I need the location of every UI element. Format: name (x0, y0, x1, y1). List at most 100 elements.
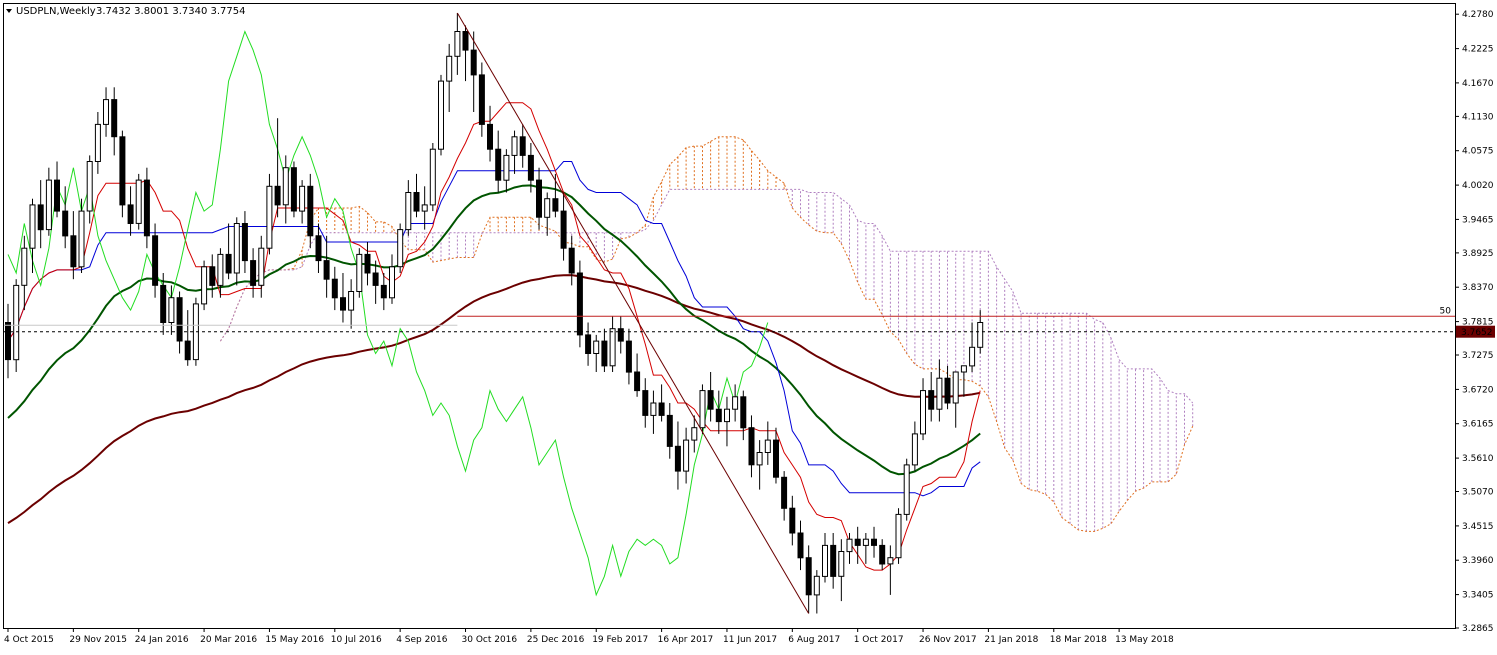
y-tick-label: 3.3405 (1462, 591, 1494, 601)
candle-body (560, 210, 567, 249)
candle-body (380, 284, 387, 299)
candle-body (307, 185, 314, 237)
candle-body (854, 538, 861, 546)
candle-body (315, 235, 322, 262)
candle-body (658, 402, 665, 416)
y-tick-label: 3.8370 (1462, 283, 1494, 293)
candle-body (822, 544, 828, 577)
candle-body (282, 167, 289, 206)
candle-body (732, 396, 739, 410)
y-tick-label: 4.0020 (1462, 181, 1494, 191)
candle-body (536, 179, 542, 218)
x-tick-label: 4 Sep 2016 (396, 635, 448, 645)
candle-body (290, 167, 297, 212)
candle-body (103, 99, 109, 125)
x-tick-label: 13 May 2018 (1115, 635, 1174, 645)
candle-body (152, 235, 159, 286)
candle-body (119, 136, 126, 206)
candle-body (830, 544, 837, 577)
candle-body (805, 557, 812, 596)
candle-body (421, 204, 428, 212)
candle-body (511, 136, 518, 156)
candle-body (62, 210, 69, 237)
candle-body (568, 247, 575, 274)
candle-body (111, 99, 118, 138)
candle-body (928, 390, 935, 410)
candle-body (642, 390, 649, 416)
x-tick-label: 30 Oct 2016 (462, 635, 518, 645)
y-tick-label: 4.2780 (1462, 10, 1494, 20)
x-axis: 4 Oct 2015 29 Nov 2015 24 Jan 2016 20 Mar 2… (4, 628, 1174, 645)
x-tick-label: 19 Feb 2017 (592, 635, 648, 645)
candle-body (495, 148, 502, 181)
candle-body (143, 179, 150, 237)
trendline (456, 12, 810, 614)
candle-body (838, 551, 845, 577)
candle-body (478, 74, 485, 125)
candle-body (952, 371, 959, 404)
x-tick-label: 10 Jul 2016 (331, 635, 382, 645)
y-axis: 4.2780 4.2225 4.1670 4.1130 4.0575 4.0020 3.94… (1455, 10, 1495, 634)
candle-body (217, 253, 224, 286)
candle-body (209, 266, 216, 286)
candle-body (527, 154, 534, 181)
y-tick-label: 3.5610 (1462, 454, 1494, 464)
candle-body (78, 210, 85, 268)
x-tick-label: 16 Apr 2017 (658, 635, 714, 645)
candle-body (372, 272, 379, 286)
current-price-tag (1456, 325, 1495, 338)
x-tick-label: 4 Oct 2015 (4, 635, 54, 645)
candle-body (413, 192, 420, 212)
candle-body (707, 390, 714, 410)
candle-body (470, 49, 477, 76)
y-tick-label: 3.6165 (1462, 420, 1494, 430)
candle-body (969, 346, 976, 367)
tenkan-line (7, 102, 981, 571)
candle-body (45, 179, 52, 231)
candle-body (699, 390, 706, 429)
candle-body (454, 31, 461, 57)
candle-body (920, 390, 926, 435)
y-tick-label: 3.6720 (1462, 385, 1494, 395)
chart-header: USDPLN,Weekly 3.7432 3.8001 3.7340 3.775… (6, 6, 246, 17)
y-tick-label: 4.2225 (1462, 45, 1494, 55)
y-tick-label: 4.1130 (1462, 112, 1494, 122)
candle-body (364, 253, 371, 274)
candle-body (862, 538, 869, 546)
candle-body (258, 247, 265, 286)
y-tick-label: 3.7275 (1462, 351, 1494, 361)
candle-body (168, 297, 175, 324)
candle-body (724, 408, 730, 423)
x-tick-label: 6 Aug 2017 (788, 635, 840, 645)
candle-body (715, 408, 722, 423)
candle-body (462, 31, 469, 51)
x-tick-label: 15 May 2016 (265, 635, 324, 645)
candle-body (356, 253, 363, 292)
ohlc-values: 3.7432 3.8001 3.7340 3.7754 (96, 6, 246, 17)
y-tick-label: 3.4515 (1462, 522, 1494, 532)
candle-body (299, 185, 306, 212)
candle-body (585, 334, 592, 354)
senkou-span-a-line (219, 136, 1194, 532)
candle-body (879, 544, 886, 565)
candle-body (323, 260, 330, 280)
candle-body (789, 507, 796, 534)
overlay-lines: 50 (4, 12, 1455, 614)
y-tick-label: 3.8925 (1462, 249, 1494, 259)
candle-body (960, 365, 967, 373)
candle-body (903, 464, 910, 515)
candle-body (397, 229, 404, 268)
candle-body (266, 185, 273, 249)
current-price-label: 3.7652 (1461, 328, 1493, 338)
dropdown-triangle-icon[interactable] (6, 9, 12, 13)
candle-body (160, 284, 167, 323)
candle-body (438, 80, 444, 150)
x-tick-label: 25 Dec 2016 (527, 635, 585, 645)
candle-body (86, 161, 93, 212)
candle-body (274, 185, 281, 206)
x-tick-label: 11 Jun 2017 (723, 635, 777, 645)
candle-body (233, 223, 240, 274)
candle-body (544, 198, 551, 218)
candle-body (13, 284, 20, 361)
